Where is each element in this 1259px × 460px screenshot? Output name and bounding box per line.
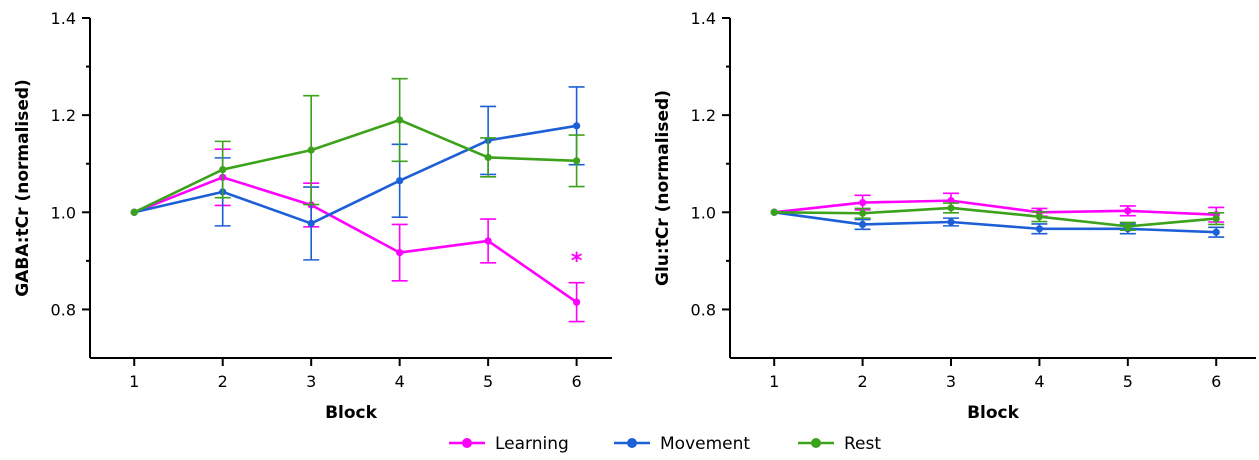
learning-point bbox=[396, 249, 404, 257]
movement-point bbox=[307, 219, 315, 228]
learning-point bbox=[484, 237, 492, 245]
x-tick-label: 6 bbox=[572, 372, 582, 391]
learning-point bbox=[573, 298, 581, 306]
rest-point bbox=[307, 146, 315, 154]
legend-swatch-marker bbox=[811, 438, 821, 448]
legend: Learning Movement Rest bbox=[449, 434, 881, 454]
rest-line bbox=[133, 118, 577, 214]
x-axis-label: Block bbox=[967, 403, 1020, 423]
y-axis-label: Glu:tCr (normalised) bbox=[653, 90, 673, 286]
gaba-series-learning bbox=[130, 148, 585, 323]
x-tick-label: 1 bbox=[129, 372, 139, 391]
movement-point bbox=[1212, 228, 1220, 236]
rest-point bbox=[396, 116, 404, 124]
movement-point bbox=[573, 122, 581, 130]
x-tick-label: 4 bbox=[1034, 372, 1044, 391]
glu-series-rest bbox=[770, 202, 1225, 232]
gaba-series-rest bbox=[130, 77, 585, 216]
movement-point bbox=[396, 177, 404, 185]
x-tick-label: 3 bbox=[306, 372, 316, 391]
rest-point bbox=[130, 208, 138, 216]
y-tick-label: 1.4 bbox=[51, 9, 76, 28]
glu-chart-panel: 0.8 1.0 1.2 1.4 1 2 3 4 5 6 Block Glu:tCr (normalis… bbox=[653, 9, 1256, 423]
rest-point bbox=[484, 153, 492, 161]
x-axis-label: Block bbox=[325, 403, 378, 423]
movement-point bbox=[947, 218, 955, 226]
learning-line bbox=[774, 199, 1217, 217]
significance-marker: * bbox=[571, 249, 583, 274]
x-tick-label: 6 bbox=[1211, 372, 1221, 391]
x-tick-label: 4 bbox=[395, 372, 405, 391]
rest-point bbox=[947, 204, 955, 212]
y-tick-label: 1.0 bbox=[691, 203, 716, 222]
y-tick-label: 1.2 bbox=[51, 106, 76, 125]
legend-swatch-marker bbox=[627, 438, 637, 448]
rest-point bbox=[770, 208, 778, 216]
legend-label: Movement bbox=[660, 434, 750, 454]
gaba-chart-panel: 0.8 1.0 1.2 1.4 1 2 3 4 5 6 Block GABA:tCr (normali… bbox=[13, 9, 612, 423]
legend-label: Rest bbox=[844, 434, 881, 454]
x-tick-label: 1 bbox=[769, 372, 779, 391]
rest-point bbox=[1124, 222, 1132, 230]
legend-item-rest: Rest bbox=[798, 434, 881, 454]
x-tick-label: 2 bbox=[218, 372, 228, 391]
legend-item-movement: Movement bbox=[614, 434, 750, 454]
learning-point bbox=[859, 198, 867, 207]
x-tick-label: 5 bbox=[483, 372, 493, 391]
legend-label: Learning bbox=[495, 434, 569, 454]
learning-line bbox=[133, 176, 578, 304]
rest-point bbox=[1035, 213, 1044, 221]
movement-point bbox=[859, 220, 867, 229]
y-tick-label: 0.8 bbox=[51, 300, 76, 319]
rest-line bbox=[774, 206, 1217, 228]
legend-item-learning: Learning bbox=[449, 434, 569, 454]
y-tick-label: 1.4 bbox=[691, 9, 716, 28]
learning-point bbox=[1124, 207, 1132, 215]
y-axis-label: GABA:tCr (normalised) bbox=[13, 79, 33, 297]
glu-series-learning bbox=[770, 192, 1225, 223]
y-tick-label: 0.8 bbox=[691, 300, 716, 319]
rest-point bbox=[219, 165, 227, 174]
rest-point bbox=[1212, 215, 1220, 223]
x-tick-label: 3 bbox=[946, 372, 956, 391]
gaba-series-movement bbox=[130, 86, 585, 261]
movement-line bbox=[133, 124, 577, 225]
rest-point bbox=[573, 157, 581, 165]
movement-line bbox=[774, 210, 1217, 234]
y-tick-label: 1.2 bbox=[691, 106, 716, 125]
legend-swatch-marker bbox=[462, 438, 472, 448]
x-tick-label: 2 bbox=[858, 372, 868, 391]
glu-series-movement bbox=[770, 208, 1225, 238]
y-tick-label: 1.0 bbox=[51, 203, 76, 222]
movement-point bbox=[1035, 225, 1044, 233]
x-tick-label: 5 bbox=[1123, 372, 1133, 391]
rest-point bbox=[859, 209, 867, 217]
